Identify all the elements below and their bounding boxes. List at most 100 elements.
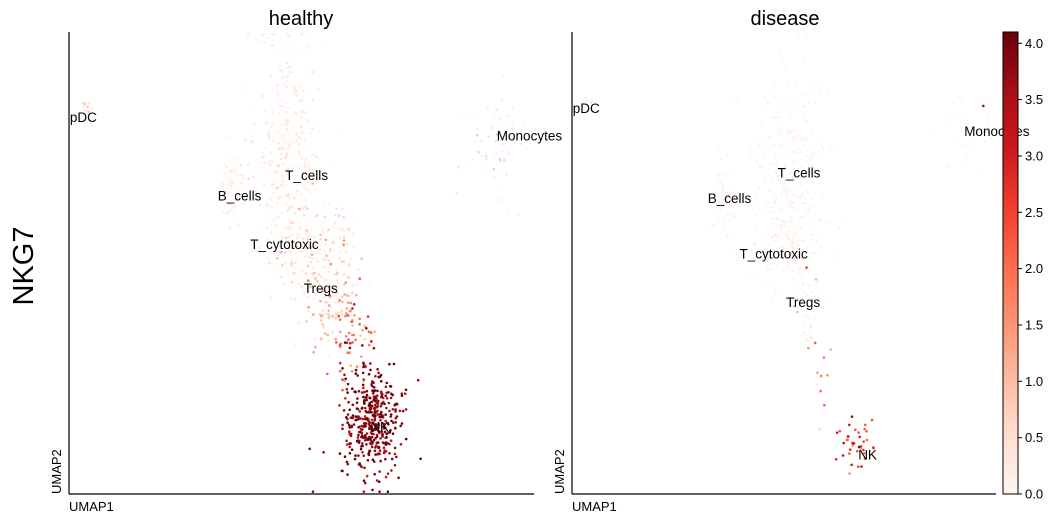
data-point: [225, 184, 229, 187]
data-point: [347, 400, 350, 404]
data-point: [716, 194, 720, 197]
data-point: [309, 260, 313, 264]
data-point: [791, 101, 794, 104]
data-point: [267, 132, 271, 135]
data-point: [377, 413, 380, 416]
data-point: [228, 177, 231, 180]
data-point: [584, 100, 588, 104]
data-point: [818, 427, 821, 431]
data-point: [346, 382, 350, 386]
data-point: [233, 171, 236, 175]
data-point: [348, 309, 352, 313]
data-point: [804, 160, 808, 163]
data-point: [348, 264, 351, 268]
data-point: [365, 432, 369, 435]
data-point: [328, 318, 332, 322]
colorbar-tick-label: 2.5: [1025, 205, 1043, 220]
data-point: [276, 91, 280, 94]
data-point: [391, 432, 395, 436]
data-point: [393, 452, 397, 456]
data-point: [263, 40, 266, 44]
data-point: [992, 192, 996, 196]
data-point: [718, 173, 722, 176]
data-point: [352, 333, 355, 337]
data-point: [277, 112, 281, 115]
data-point: [311, 182, 315, 185]
data-point: [293, 86, 297, 89]
data-point: [356, 374, 360, 377]
data-point: [259, 181, 263, 185]
data-point: [378, 449, 382, 452]
data-point: [360, 428, 364, 432]
data-point: [334, 241, 337, 244]
data-point: [798, 138, 802, 142]
data-point: [250, 140, 254, 143]
data-point: [327, 354, 331, 358]
data-point: [298, 99, 302, 103]
data-point: [268, 33, 272, 36]
data-point: [325, 257, 328, 261]
data-point: [865, 430, 868, 433]
data-point: [252, 122, 256, 125]
data-point: [389, 415, 393, 418]
data-point: [90, 107, 93, 110]
data-point: [225, 165, 228, 169]
data-point: [266, 237, 269, 240]
data-point: [373, 472, 377, 476]
data-point: [805, 212, 808, 216]
data-point: [279, 104, 282, 108]
data-point: [375, 394, 379, 398]
data-point: [717, 216, 721, 220]
data-point: [802, 268, 806, 271]
data-point: [379, 419, 382, 422]
data-point: [817, 150, 820, 153]
data-point: [331, 241, 335, 244]
data-point: [293, 271, 296, 275]
data-point: [344, 281, 348, 284]
data-point: [274, 187, 277, 191]
data-point: [328, 249, 332, 253]
data-point: [772, 94, 776, 97]
data-point: [363, 434, 367, 437]
data-point: [289, 182, 293, 185]
data-point: [349, 432, 353, 436]
data-point: [780, 97, 784, 100]
data-point: [785, 265, 789, 269]
data-point: [814, 169, 817, 172]
data-point: [806, 316, 809, 320]
data-point: [284, 194, 288, 198]
data-point: [787, 235, 790, 239]
cluster-label: B_cells: [708, 191, 752, 206]
data-point: [300, 285, 304, 288]
data-point: [490, 127, 494, 130]
data-point: [801, 333, 804, 336]
data-point: [774, 157, 777, 160]
data-point: [384, 450, 388, 453]
data-point: [266, 36, 269, 40]
cluster-label: T_cytotoxic: [740, 246, 809, 261]
data-point: [295, 139, 298, 142]
data-point: [319, 46, 323, 49]
data-point: [791, 159, 795, 163]
data-point: [348, 426, 352, 429]
data-point: [379, 459, 383, 463]
data-point: [343, 341, 347, 344]
data-point: [353, 314, 356, 317]
data-point: [301, 237, 305, 241]
data-point: [730, 213, 733, 216]
data-point: [294, 298, 297, 301]
data-point: [477, 150, 480, 154]
data-point: [315, 155, 319, 158]
data-point: [281, 255, 284, 259]
data-point: [287, 170, 291, 173]
data-point: [807, 101, 811, 104]
data-point: [320, 319, 323, 322]
data-point: [991, 98, 994, 102]
data-point: [267, 135, 271, 139]
data-point: [392, 362, 396, 366]
data-point: [389, 429, 392, 432]
colorbar-tick-label: 0.5: [1025, 430, 1043, 445]
data-point: [805, 266, 808, 269]
data-point: [324, 286, 327, 289]
data-point: [774, 263, 778, 267]
